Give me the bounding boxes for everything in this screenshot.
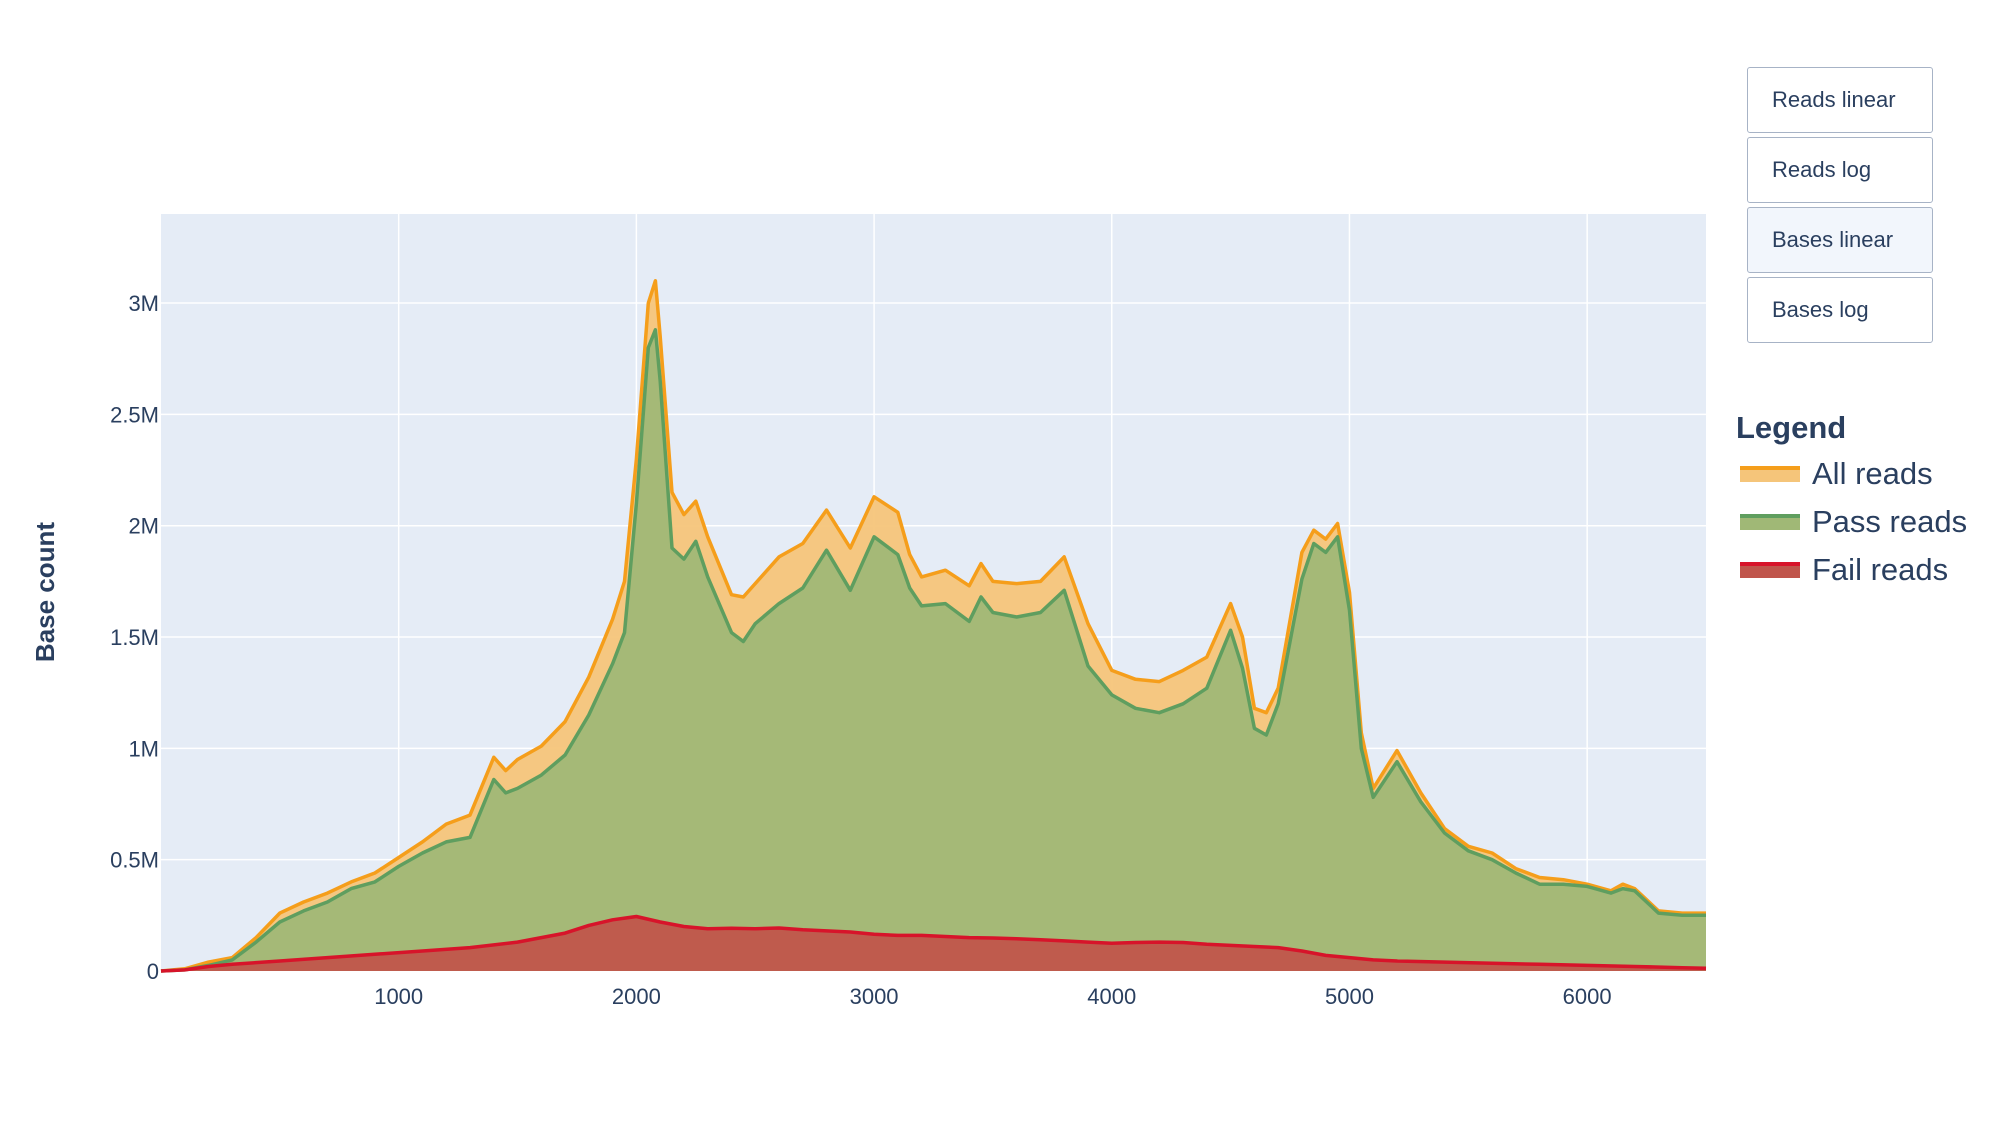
x-tick-label: 4000 — [1087, 984, 1136, 1009]
y-tick-label: 1.5M — [110, 625, 159, 650]
series-line — [160, 914, 1707, 973]
y-tick-label: 2.5M — [110, 402, 159, 427]
series-line — [160, 328, 1706, 973]
y-tick-label: 3M — [128, 291, 159, 316]
x-tick-label: 5000 — [1325, 984, 1374, 1009]
series-area-fill — [161, 916, 1706, 971]
legend-item-fail-reads[interactable]: Fail reads — [1736, 546, 1967, 594]
legend-title: Legend — [1736, 410, 1847, 445]
legend-item-all-reads[interactable]: All reads — [1736, 450, 1967, 498]
legend-label: Pass reads — [1812, 504, 1968, 539]
bases-linear-button[interactable]: Bases linear — [1747, 207, 1933, 273]
y-tick-label: 2M — [128, 514, 159, 539]
x-tick-label: 1000 — [374, 984, 423, 1009]
legend-item-pass-reads[interactable]: Pass reads — [1736, 498, 1967, 546]
legend-label: All reads — [1812, 456, 1933, 491]
legend: Legend All reads Pass reads Fail reads — [1736, 410, 1967, 594]
x-tick-label: 2000 — [612, 984, 661, 1009]
y-tick-label: 0 — [147, 959, 159, 984]
y-axis-ticks: 0 0.5M 1M 1.5M 2M 2.5M 3M — [110, 291, 159, 984]
legend-swatch-fail-reads — [1740, 562, 1800, 578]
x-tick-label: 3000 — [850, 984, 899, 1009]
scale-toggle-buttons: Reads linear Reads log Bases linear Base… — [1747, 67, 1933, 347]
series-pass-reads — [160, 328, 1706, 973]
series-area-fill — [161, 329, 1706, 971]
y-tick-label: 1M — [128, 736, 159, 761]
bases-log-button[interactable]: Bases log — [1747, 277, 1933, 343]
legend-swatch-all-reads — [1740, 466, 1800, 482]
y-tick-label: 0.5M — [110, 848, 159, 873]
reads-linear-button[interactable]: Reads linear — [1747, 67, 1933, 133]
x-axis-ticks: 1000 2000 3000 4000 5000 6000 — [374, 984, 1611, 1009]
series-areas — [160, 279, 1707, 973]
legend-swatch-pass-reads — [1740, 514, 1800, 530]
y-axis-title: Base count — [30, 522, 60, 662]
legend-label: Fail reads — [1812, 552, 1949, 587]
series-line — [160, 279, 1706, 973]
x-tick-label: 6000 — [1563, 984, 1612, 1009]
reads-log-button[interactable]: Reads log — [1747, 137, 1933, 203]
series-fail-reads — [160, 914, 1707, 973]
